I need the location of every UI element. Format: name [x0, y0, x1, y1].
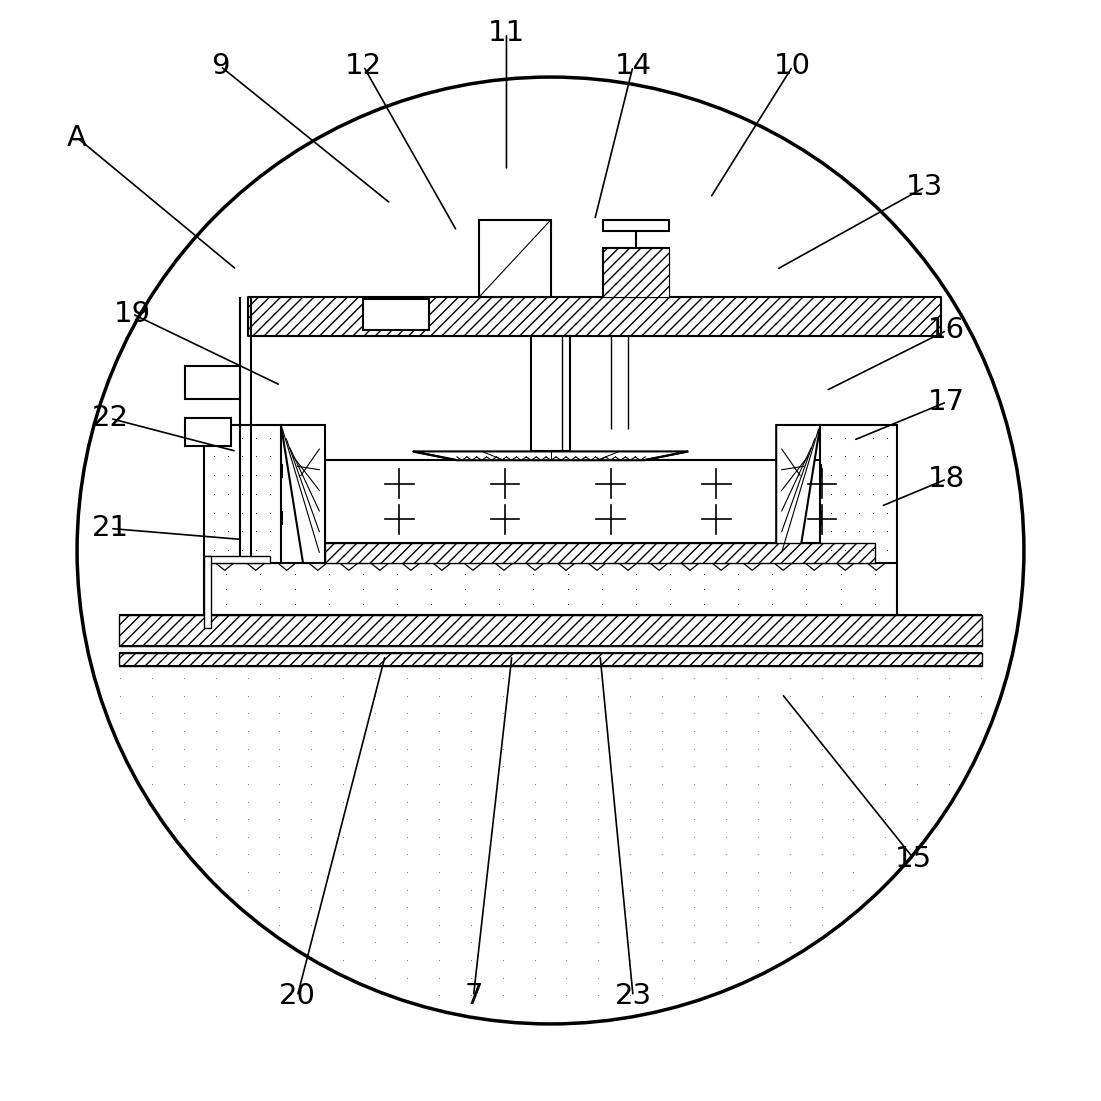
- Text: 18: 18: [928, 465, 966, 493]
- Circle shape: [77, 77, 1024, 1024]
- Text: 11: 11: [488, 19, 525, 47]
- Text: 20: 20: [279, 982, 316, 1011]
- Bar: [363, 299, 429, 330]
- Text: 15: 15: [895, 844, 933, 873]
- Text: 16: 16: [928, 316, 966, 345]
- Bar: [603, 248, 669, 297]
- Text: 17: 17: [928, 388, 966, 416]
- Text: 22: 22: [91, 404, 129, 433]
- Text: 19: 19: [113, 299, 151, 328]
- Bar: [204, 556, 211, 628]
- Polygon shape: [776, 425, 820, 563]
- Text: A: A: [67, 123, 87, 152]
- Polygon shape: [413, 451, 688, 460]
- Bar: [479, 220, 550, 297]
- Text: 9: 9: [211, 52, 229, 80]
- Text: 12: 12: [345, 52, 382, 80]
- Bar: [325, 543, 875, 563]
- Bar: [204, 556, 270, 563]
- Bar: [185, 366, 240, 399]
- Bar: [119, 615, 982, 646]
- Bar: [204, 425, 281, 563]
- Bar: [325, 460, 875, 543]
- Text: 10: 10: [774, 52, 811, 80]
- Bar: [531, 336, 570, 451]
- Bar: [820, 425, 897, 563]
- Bar: [185, 418, 231, 446]
- Bar: [603, 248, 669, 297]
- Bar: [248, 297, 941, 336]
- Bar: [119, 653, 982, 666]
- Bar: [603, 220, 669, 231]
- Bar: [204, 563, 897, 615]
- Text: 21: 21: [91, 514, 129, 543]
- Polygon shape: [281, 425, 325, 563]
- Text: 7: 7: [465, 982, 482, 1011]
- Text: 23: 23: [614, 982, 652, 1011]
- Text: 14: 14: [614, 52, 652, 80]
- Text: 13: 13: [906, 173, 944, 201]
